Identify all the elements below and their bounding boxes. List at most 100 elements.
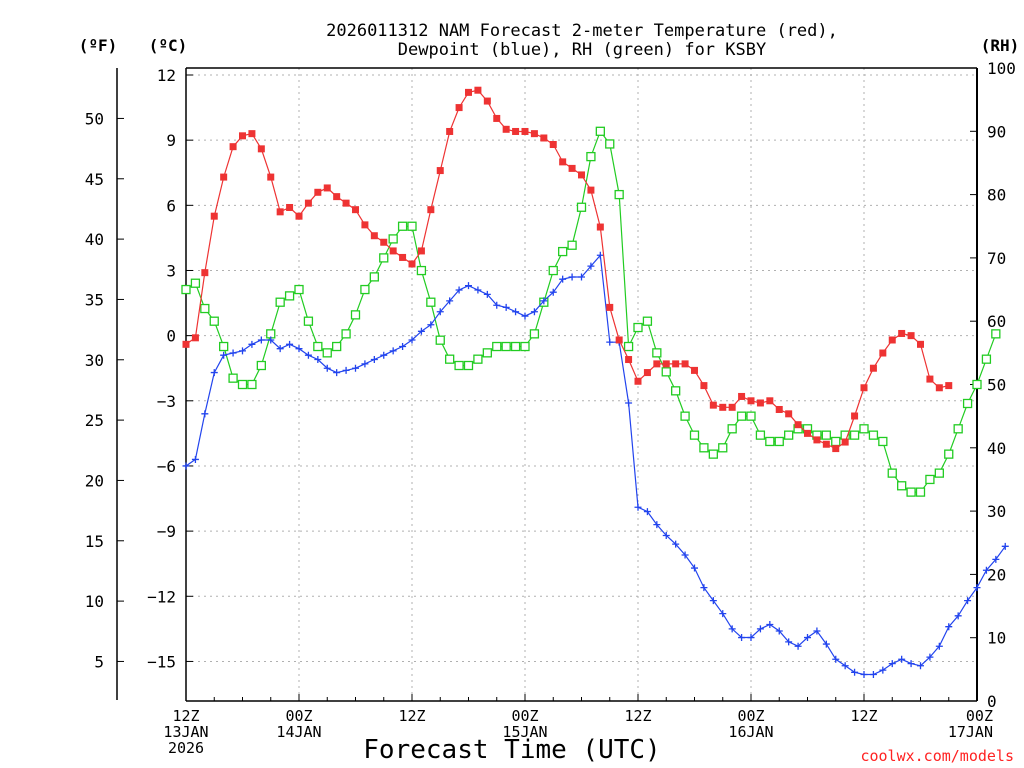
temperature-marker (917, 340, 924, 348)
time-tick-label: 2026 (168, 739, 204, 757)
dewpoint-marker (804, 634, 811, 642)
temperature-marker (389, 247, 397, 255)
temperature-marker (342, 199, 350, 207)
rh-marker (708, 449, 718, 459)
time-tick-label: 12Z (850, 707, 877, 725)
temperature-marker (822, 440, 830, 448)
rh-marker (435, 335, 445, 345)
rh-marker (784, 430, 794, 440)
temperature-marker (257, 145, 265, 153)
fahrenheit-axis-label: (ºF) (79, 36, 118, 55)
dewpoint-marker (210, 369, 218, 377)
rh-marker (284, 291, 295, 301)
rh-tick-label: 40 (987, 439, 1006, 458)
rh-marker (944, 449, 954, 459)
time-tick-label: 14JAN (276, 723, 321, 741)
celsius-axis: 12 9 6 3 0 −3 −6 −9 −12 −15 (147, 66, 193, 671)
rh-marker (388, 234, 398, 244)
time-tick-label: 12Z (624, 707, 651, 725)
rh-marker (981, 354, 992, 364)
dewpoint-marker (342, 366, 350, 374)
rh-marker (397, 221, 408, 231)
dewpoint-marker (935, 642, 943, 650)
time-tick-label: 13JAN (163, 723, 208, 741)
temperature-marker (455, 104, 463, 112)
temperature-marker (832, 445, 840, 453)
dewpoint-marker (766, 621, 774, 629)
temperature-marker (248, 130, 256, 138)
rh-marker (859, 424, 869, 434)
dewpoint-series (182, 251, 1009, 678)
rh-marker (558, 246, 568, 257)
rh-axis: 0 10 20 30 40 50 60 70 80 90 100 (970, 59, 1016, 711)
rh-tick-label: 80 (987, 186, 1006, 205)
temperature-marker (653, 360, 661, 368)
celsius-tick-label: 3 (166, 261, 176, 280)
rh-tick-label: 100 (987, 59, 1016, 78)
fahrenheit-tick-label: 20 (85, 471, 104, 490)
temperature-marker (239, 132, 246, 140)
temperature-marker (719, 403, 727, 411)
temperature-marker (851, 412, 859, 420)
rh-marker (849, 430, 860, 440)
rh-marker (492, 341, 502, 352)
temperature-marker (860, 384, 868, 392)
chart-title-line-2: Dewpoint (blue), RH (green) for KSBY (398, 40, 766, 60)
temperature-marker (681, 360, 689, 368)
rh-marker (482, 348, 492, 358)
temperature-marker (559, 158, 567, 166)
rh-marker (219, 341, 229, 352)
temperature-marker (220, 173, 228, 181)
temperature-marker (766, 397, 774, 405)
temperature-marker (813, 436, 821, 444)
rh-tick-label: 0 (987, 692, 997, 711)
dewpoint-marker (191, 455, 199, 463)
dewpoint-marker (813, 627, 821, 635)
fahrenheit-tick-label: 5 (94, 652, 104, 671)
dewpoint-marker (964, 597, 972, 605)
rh-marker (237, 379, 248, 390)
temperature-marker (474, 86, 482, 94)
rh-tick-label: 10 (987, 629, 1006, 648)
dewpoint-marker (851, 668, 859, 676)
rh-marker (520, 341, 530, 352)
rh-marker (831, 436, 841, 447)
dewpoint-marker (267, 336, 275, 344)
dewpoint-marker (728, 625, 736, 633)
dewpoint-marker (700, 584, 708, 592)
rh-marker (765, 436, 775, 447)
temperature-marker (634, 377, 642, 385)
temperature-marker (841, 438, 849, 446)
temperature-marker (691, 366, 698, 374)
temperature-marker (568, 164, 576, 172)
temperature-marker (672, 360, 680, 368)
temperature-marker (756, 399, 764, 407)
celsius-tick-label: 9 (166, 131, 176, 150)
temperature-marker (606, 303, 614, 311)
dewpoint-marker (917, 662, 924, 670)
rh-tick-label: 50 (987, 376, 1006, 395)
dewpoint-marker (474, 286, 482, 294)
temperature-marker (926, 375, 934, 383)
dewpoint-marker (672, 540, 680, 548)
rh-marker (426, 297, 436, 307)
temperature-marker (785, 410, 793, 418)
dewpoint-marker (653, 521, 661, 529)
dewpoint-marker (888, 660, 896, 668)
celsius-tick-label: 0 (166, 327, 176, 346)
rh-marker (972, 379, 982, 390)
celsius-tick-label: −3 (157, 392, 176, 411)
rh-marker (313, 341, 323, 352)
dewpoint-marker (926, 653, 934, 661)
rh-marker (623, 341, 634, 352)
temperature-marker (191, 334, 199, 342)
dewpoint-marker (832, 655, 840, 663)
temperature-marker (935, 384, 943, 392)
fahrenheit-tick-label: 45 (85, 170, 104, 189)
fahrenheit-axis: 5 10 15 20 25 30 35 40 45 50 (85, 68, 124, 700)
time-tick-label: 00Z (737, 707, 764, 725)
time-tick-label: 12Z (172, 707, 199, 725)
temperature-marker (201, 269, 209, 277)
rh-marker (925, 474, 935, 485)
